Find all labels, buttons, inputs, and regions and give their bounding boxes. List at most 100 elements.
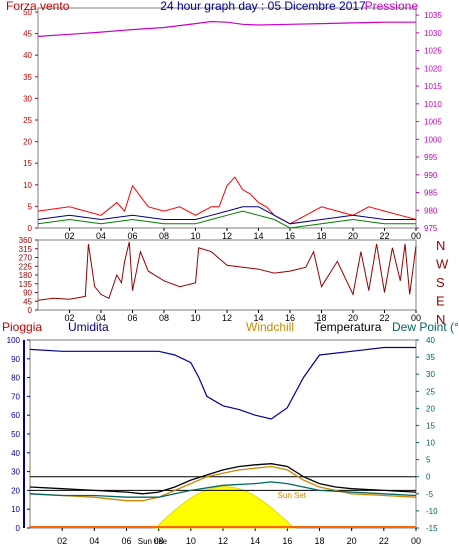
compass-label: E bbox=[436, 294, 445, 309]
rain-label: Pioggia bbox=[2, 320, 42, 334]
temp-tick-label: 25 bbox=[426, 387, 435, 396]
humidity-tick-label: 90 bbox=[11, 355, 20, 364]
compass-label: N bbox=[436, 238, 445, 253]
humidity-label: Umidita bbox=[68, 320, 109, 334]
left-tick-label: 30 bbox=[23, 94, 32, 103]
x-tick-label: 10 bbox=[190, 231, 200, 241]
temperatura-line bbox=[29, 463, 417, 495]
compass-label: S bbox=[436, 275, 445, 290]
x-tick-label: 10 bbox=[190, 313, 200, 323]
wind-direction-line bbox=[37, 241, 417, 301]
sun-set-label: Sun Set bbox=[278, 491, 307, 500]
x-tick-label: 10 bbox=[186, 536, 196, 546]
x-tick-label: 08 bbox=[159, 313, 169, 323]
right-tick-label: 990 bbox=[424, 171, 438, 180]
panel-frame-2 bbox=[37, 239, 417, 311]
humidity-tick-label: 100 bbox=[7, 336, 21, 345]
panel-frame-1 bbox=[37, 7, 417, 229]
temp-tick-label: 15 bbox=[426, 421, 435, 430]
right-tick-label: 1025 bbox=[424, 47, 442, 56]
temp-tick-label: 20 bbox=[426, 404, 435, 413]
right-tick-label: 980 bbox=[424, 206, 438, 215]
x-tick-label: 14 bbox=[253, 313, 263, 323]
temp-tick-label: 5 bbox=[426, 456, 431, 465]
x-tick-label: 08 bbox=[154, 536, 164, 546]
temp-tick-label: 30 bbox=[426, 370, 435, 379]
right-tick-label: 975 bbox=[424, 224, 438, 233]
dir-tick-label: 135 bbox=[19, 280, 33, 289]
temp-tick-label: -10 bbox=[426, 507, 438, 516]
pressure-line bbox=[37, 20, 416, 37]
dir-tick-label: 90 bbox=[23, 289, 32, 298]
x-tick-label: 16 bbox=[285, 313, 295, 323]
humidity-tick-label: 40 bbox=[11, 449, 20, 458]
sun-curve bbox=[154, 486, 296, 529]
dir-tick-label: 270 bbox=[19, 254, 33, 263]
dir-tick-label: 180 bbox=[19, 271, 33, 280]
dir-tick-label: 0 bbox=[28, 306, 33, 315]
left-tick-label: 20 bbox=[23, 138, 32, 147]
humidity-tick-label: 20 bbox=[11, 486, 20, 495]
x-tick-label: 06 bbox=[121, 536, 131, 546]
right-axis-title: Pressione bbox=[365, 0, 419, 13]
right-tick-label: 1010 bbox=[424, 100, 442, 109]
compass-label: W bbox=[436, 257, 449, 272]
right-tick-label: 995 bbox=[424, 153, 438, 162]
x-tick-label: 04 bbox=[96, 313, 106, 323]
x-tick-label: 16 bbox=[285, 231, 295, 241]
x-tick-label: 06 bbox=[127, 231, 137, 241]
x-tick-label: 14 bbox=[250, 536, 260, 546]
x-tick-label: 20 bbox=[348, 231, 358, 241]
humidity-tick-label: 70 bbox=[11, 392, 20, 401]
temp-tick-label: 0 bbox=[426, 473, 431, 482]
compass-label: N bbox=[436, 312, 445, 327]
temp-tick-label: 10 bbox=[426, 439, 435, 448]
windchill-line bbox=[29, 465, 417, 502]
left-tick-label: 10 bbox=[23, 181, 32, 190]
x-tick-label: 18 bbox=[316, 313, 326, 323]
x-tick-label: 00 bbox=[411, 313, 421, 323]
x-tick-label: 00 bbox=[411, 231, 421, 241]
dir-tick-label: 360 bbox=[19, 236, 33, 245]
x-tick-label: 04 bbox=[89, 536, 99, 546]
humidity-tick-label: 80 bbox=[11, 374, 20, 383]
x-tick-label: 22 bbox=[379, 313, 389, 323]
dir-tick-label: 45 bbox=[23, 297, 32, 306]
left-tick-label: 0 bbox=[28, 224, 33, 233]
right-tick-label: 1020 bbox=[424, 64, 442, 73]
dewpoint-label: Dew Point (°C bbox=[392, 320, 459, 334]
temperature-label: Temperatura bbox=[314, 320, 382, 334]
wind-line-2 bbox=[37, 210, 416, 229]
rain-humidity-temp-panel: Pioggia Umidita Windchill Temperatura Dew Po… bbox=[2, 320, 459, 546]
right-tick-label: 1000 bbox=[424, 135, 442, 144]
x-tick-label: 12 bbox=[222, 313, 232, 323]
x-tick-label: 22 bbox=[379, 536, 389, 546]
dir-tick-label: 315 bbox=[19, 245, 33, 254]
temp-tick-label: -5 bbox=[426, 490, 434, 499]
chart-title: 24 hour graph day : 05 Dicembre 2017 bbox=[160, 0, 366, 13]
x-tick-label: 16 bbox=[282, 536, 292, 546]
x-tick-label: 18 bbox=[314, 536, 324, 546]
x-tick-label: 02 bbox=[57, 536, 67, 546]
humidity-tick-label: 30 bbox=[11, 468, 20, 477]
x-tick-label: 12 bbox=[222, 231, 232, 241]
humidity-line bbox=[29, 346, 416, 420]
left-tick-label: 45 bbox=[23, 30, 32, 39]
wind-line-3 bbox=[37, 206, 416, 225]
right-tick-label: 1035 bbox=[424, 11, 442, 20]
x-tick-label: 22 bbox=[379, 231, 389, 241]
x-tick-label: 14 bbox=[253, 231, 263, 241]
sun-rise-label: Sun rise bbox=[138, 537, 168, 546]
left-axis-title: Forza vento bbox=[6, 0, 70, 13]
right-tick-label: 1005 bbox=[424, 118, 442, 127]
humidity-tick-label: 60 bbox=[11, 411, 20, 420]
x-tick-label: 18 bbox=[316, 231, 326, 241]
left-tick-label: 15 bbox=[23, 159, 32, 168]
right-tick-label: 1015 bbox=[424, 82, 442, 91]
wind-line-1 bbox=[37, 176, 417, 225]
left-tick-label: 25 bbox=[23, 116, 32, 125]
x-tick-label: 12 bbox=[218, 536, 228, 546]
temp-tick-label: -15 bbox=[426, 524, 438, 533]
windchill-label: Windchill bbox=[246, 320, 294, 334]
